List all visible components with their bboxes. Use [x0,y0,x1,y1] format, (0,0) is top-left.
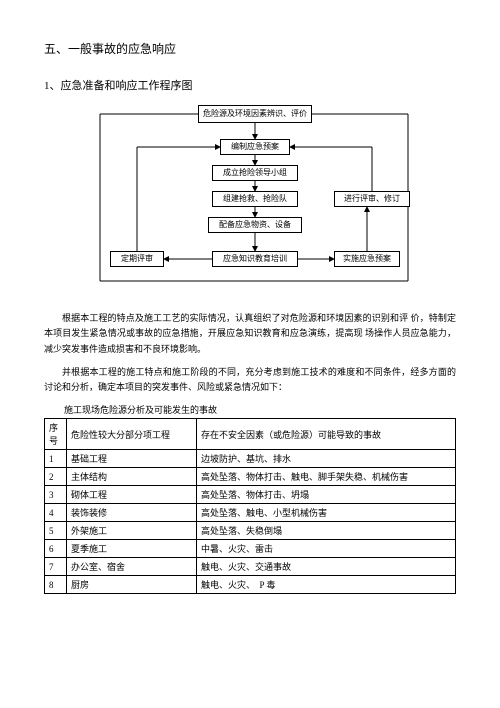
flowchart-node: 实施应急预案 [334,251,400,267]
table-cell: 中暑、火灾、雷击 [197,540,456,558]
table-cell: 6 [45,540,67,558]
table-cell: 厨房 [67,576,197,594]
flowchart-node: 编制应急预案 [220,139,290,155]
table-cell: 触电、火灾、交通事故 [197,558,456,576]
table-row: 3砌体工程高处坠落、物体打击、坍塌 [45,486,456,504]
table-cell: 高处坠落、触电、小型机械伤害 [197,504,456,522]
table-cell: 高处坠落、物体打击、触电、脚手架失稳、机械伤害 [197,468,456,486]
paragraph-2: 并根据本工程的施工特点和施工阶段的不同，充分考虑到施工技术的难度和不同条件，经多… [44,365,456,396]
table-cell: 装饰装修 [67,504,197,522]
table-cell: 2 [45,468,67,486]
flowchart-node: 组建抢救、抢险队 [212,191,298,207]
table-cell: 主体结构 [67,468,197,486]
table-cell: 8 [45,576,67,594]
flowchart-node: 定期评审 [110,251,164,267]
table-cell: 7 [45,558,67,576]
section-heading-1: 五、一般事故的应急响应 [44,40,456,57]
table-cell: 高处坠落、物体打击、坍塌 [197,486,456,504]
table-cell: 砌体工程 [67,486,197,504]
table-header-row: 序号 危险性较大分部分项工程 存在不安全因素（或危险源）可能导致的事故 [45,419,456,450]
table-caption: 施工现场危险源分析及可能发生的事故 [46,403,456,416]
flowchart-node: 成立抢险领导小组 [212,165,298,181]
table-row: 2主体结构高处坠落、物体打击、触电、脚手架失稳、机械伤害 [45,468,456,486]
table-row: 8厨房触电、火灾、 P 毒 [45,576,456,594]
flowchart-node: 危险源及环境因素辨识、评价 [198,105,312,123]
table-cell: 外架施工 [67,522,197,540]
risk-table: 序号 危险性较大分部分项工程 存在不安全因素（或危险源）可能导致的事故 1基础工… [44,418,456,594]
table-row: 6夏季施工中暑、火灾、雷击 [45,540,456,558]
table-row: 5外架施工高处坠落、失稳倒塌 [45,522,456,540]
section-heading-2: 1、应急准备和响应工作程序图 [44,77,456,93]
table-cell: 触电、火灾、 P 毒 [197,576,456,594]
flowchart-node: 配备应急物资、设备 [208,217,302,233]
table-cell: 1 [45,450,67,468]
table-row: 1基础工程边坡防护、基坑、排水 [45,450,456,468]
flowchart-container: 危险源及环境因素辨识、评价编制应急预案成立抢险领导小组组建抢救、抢险队配备应急物… [90,105,410,295]
th-hazard: 存在不安全因素（或危险源）可能导致的事故 [197,419,456,450]
table-cell: 高处坠落、失稳倒塌 [197,522,456,540]
th-risk: 危险性较大分部分项工程 [67,419,197,450]
table-cell: 4 [45,504,67,522]
th-seq: 序号 [45,419,67,450]
flowchart-node: 进行评审、修订 [334,191,410,207]
table-cell: 5 [45,522,67,540]
table-row: 7办公室、宿舍触电、火灾、交通事故 [45,558,456,576]
paragraph-1: 根据本工程的特点及施工工艺的实际情况，认真组织了对危险源和环境因素的识别和评 价… [44,311,456,357]
flowchart-node: 应急知识教育培训 [212,251,298,267]
table-cell: 边坡防护、基坑、排水 [197,450,456,468]
table-cell: 办公室、宿舍 [67,558,197,576]
table-cell: 夏季施工 [67,540,197,558]
table-cell: 3 [45,486,67,504]
table-cell: 基础工程 [67,450,197,468]
table-row: 4装饰装修高处坠落、触电、小型机械伤害 [45,504,456,522]
